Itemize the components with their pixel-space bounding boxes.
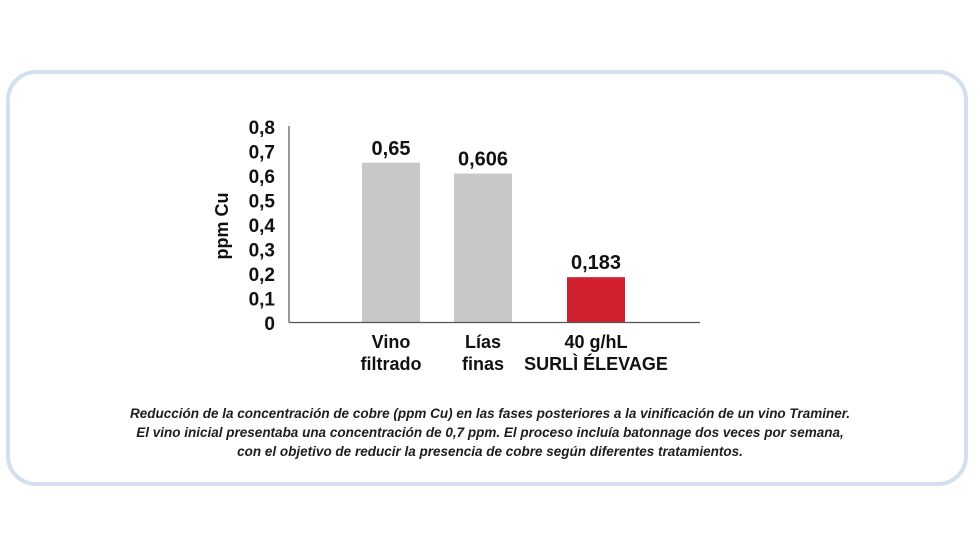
y-tick-label: 0,5 — [249, 192, 276, 213]
y-tick-label: 0,2 — [249, 265, 275, 286]
data-label: 0,65 — [372, 138, 411, 160]
y-tick-label: 0 — [264, 314, 275, 335]
y-tick-label: 0,1 — [249, 290, 276, 311]
y-tick-label: 0,7 — [249, 143, 275, 164]
x-category-label: SURLÌ ÉLEVAGE — [524, 353, 668, 374]
x-category-label: 40 g/hL — [564, 332, 627, 352]
x-category-label: Lías — [465, 332, 501, 352]
y-tick-label: 0,8 — [249, 118, 275, 139]
bar — [454, 173, 512, 322]
bar — [362, 162, 420, 322]
caption-line-2: El vino inicial presentaba una concentra… — [136, 425, 844, 440]
caption-line-3: con el objetivo de reducir la presencia … — [237, 444, 743, 459]
y-tick-label: 0,4 — [249, 216, 276, 237]
y-axis-label: ppm Cu — [212, 193, 232, 260]
x-category-label: finas — [462, 354, 504, 374]
bar-chart: 0 0,1 0,2 0,3 0,4 0,5 0,6 0,7 0,8 ppm Cu 0,65 0,606… — [212, 118, 700, 374]
y-tick-label: 0,6 — [249, 167, 275, 188]
x-category-label: Vino — [372, 332, 411, 352]
figure-caption: Reducción de la concentración de cobre (… — [40, 404, 940, 461]
bar — [567, 277, 625, 322]
data-label: 0,183 — [571, 252, 621, 274]
x-category-label: filtrado — [361, 354, 422, 374]
caption-line-1: Reducción de la concentración de cobre (… — [130, 406, 850, 421]
data-label: 0,606 — [458, 149, 508, 171]
y-tick-label: 0,3 — [249, 241, 275, 262]
